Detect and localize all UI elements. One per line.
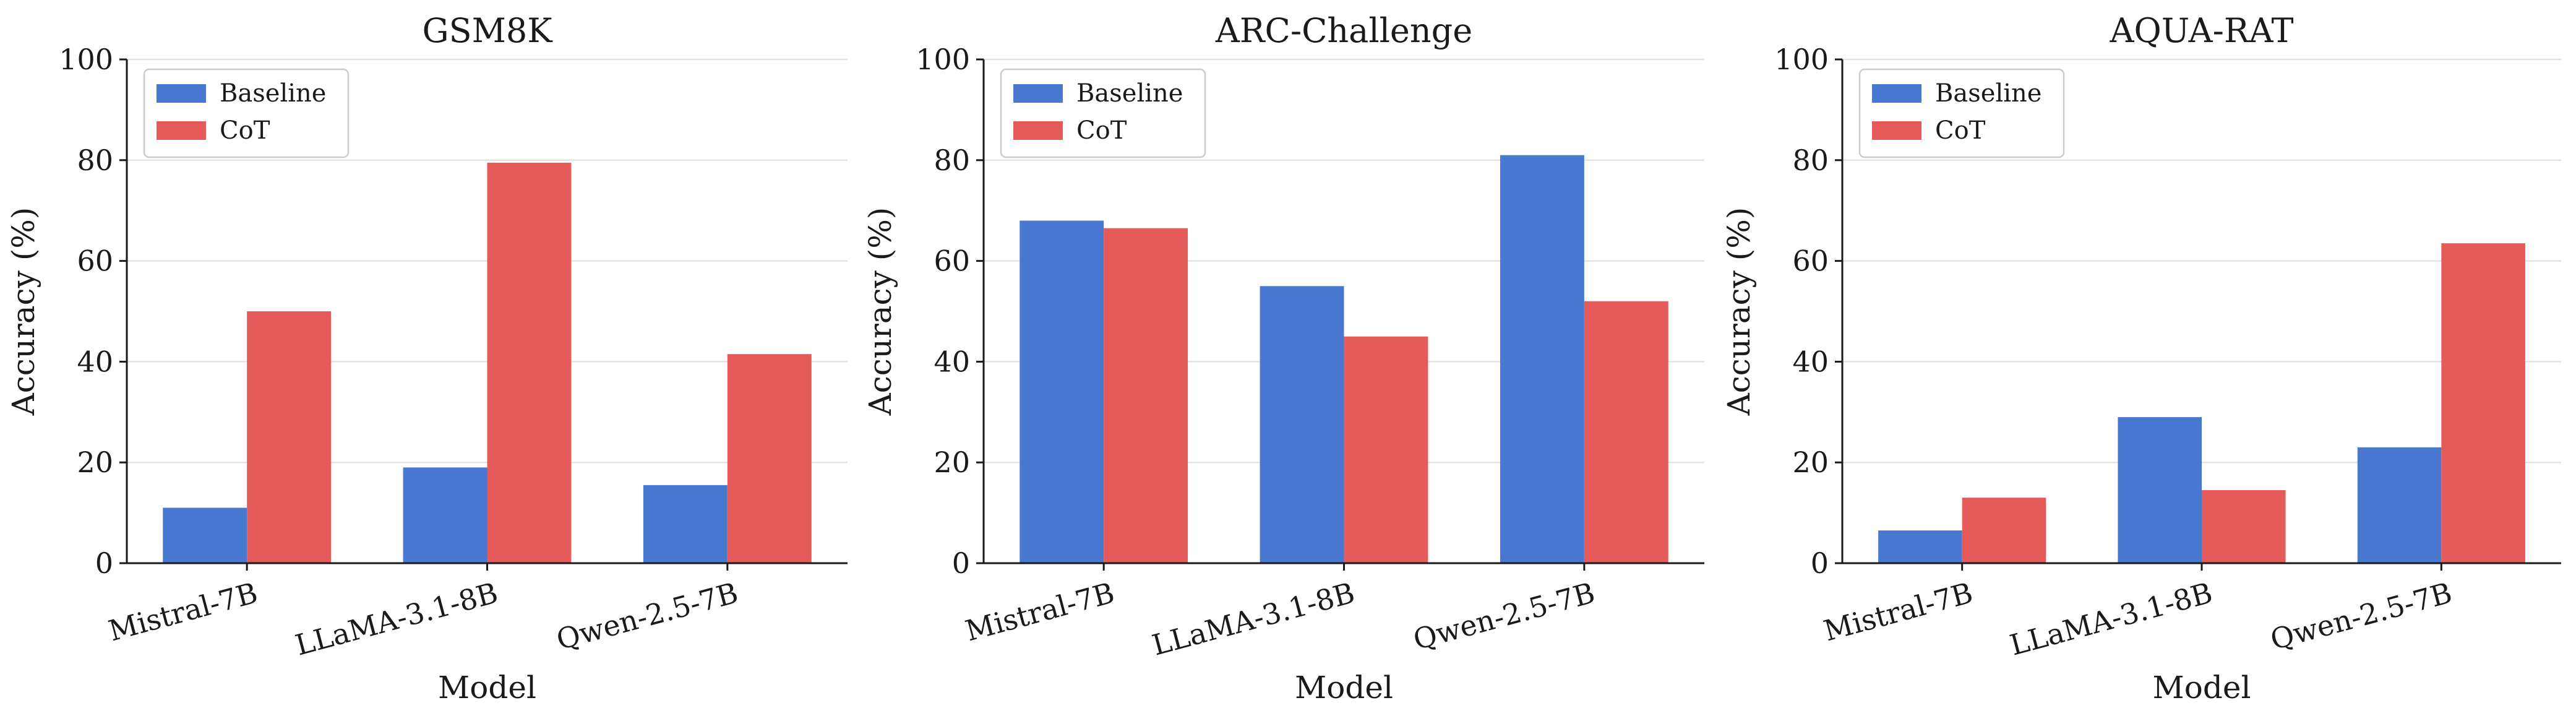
x-tick-label: Mistral-7B — [962, 576, 1118, 647]
chart-panel-2: 0 20 40 60 80 100 Mistral-7B LLaMA-3.1-8B Qwen-2… — [862, 11, 1704, 706]
x-tick-label: LLaMA-3.1-8B — [292, 576, 502, 662]
y-axis-label: Accuracy (%) — [862, 207, 898, 417]
y-tick-label: 80 — [934, 144, 970, 177]
legend-label-cot: CoT — [1935, 116, 1986, 145]
legend-label-cot: CoT — [220, 116, 270, 145]
bar-cot-qwen-2-5-7b — [2441, 243, 2525, 563]
y-tick-label: 100 — [1774, 43, 1829, 76]
y-tick-label: 80 — [1792, 144, 1829, 177]
y-tick-label: 0 — [95, 546, 113, 580]
x-tick-label: Qwen-2.5-7B — [1410, 576, 1599, 656]
chart-title: ARC-Challenge — [1215, 11, 1472, 50]
x-tick-label: Mistral-7B — [105, 576, 261, 647]
x-axis-label: Model — [438, 670, 536, 706]
x-tick-label: LLaMA-3.1-8B — [1149, 576, 1359, 662]
bar-cot-llama-3-1-8b — [1344, 336, 1428, 563]
legend: Baseline CoT — [1000, 68, 1206, 158]
legend: Baseline CoT — [1858, 68, 2065, 158]
y-tick-label: 40 — [77, 345, 113, 378]
bar-cot-llama-3-1-8b — [487, 162, 572, 563]
y-tick-label: 40 — [1792, 345, 1829, 378]
legend-label-baseline: Baseline — [1076, 79, 1183, 108]
y-tick-label: 60 — [934, 244, 970, 278]
y-tick-label: 0 — [1811, 546, 1829, 580]
bar-baseline-mistral-7b — [1020, 220, 1104, 564]
legend-label-baseline: Baseline — [220, 79, 326, 108]
y-tick-label: 0 — [952, 546, 970, 580]
bar-baseline-qwen-2-5-7b — [1500, 155, 1584, 563]
chart-title: GSM8K — [422, 11, 553, 50]
legend-swatch-cot — [157, 121, 206, 140]
y-tick-label: 60 — [77, 244, 113, 278]
y-tick-label: 20 — [1792, 446, 1829, 479]
bar-cot-mistral-7b — [1104, 228, 1188, 563]
legend-label-baseline: Baseline — [1935, 79, 2041, 108]
chart-panel-3: 0 20 40 60 80 100 Mistral-7B LLaMA-3.1-8B Qwen-2… — [1721, 11, 2561, 706]
bar-baseline-mistral-7b — [1878, 530, 1962, 563]
bar-cot-mistral-7b — [247, 311, 332, 563]
bar-cot-qwen-2-5-7b — [727, 354, 812, 563]
y-axis-label: Accuracy (%) — [6, 207, 41, 417]
legend-swatch-baseline — [1872, 84, 1921, 103]
y-tick-label: 40 — [934, 345, 970, 378]
legend-swatch-baseline — [157, 84, 206, 103]
y-axis-label: Accuracy (%) — [1721, 207, 1757, 417]
legend: Baseline CoT — [143, 68, 350, 158]
legend-swatch-cot — [1013, 121, 1063, 140]
bar-baseline-llama-3-1-8b — [2118, 417, 2202, 563]
chart-title: AQUA-RAT — [2109, 11, 2293, 50]
bar-baseline-llama-3-1-8b — [403, 467, 487, 563]
bar-cot-llama-3-1-8b — [2202, 490, 2286, 563]
x-tick-label: Mistral-7B — [1820, 576, 1976, 647]
y-tick-label: 100 — [916, 43, 970, 76]
chart-panel-1: 0 20 40 60 80 100 Mistral-7B LLaMA-3.1-8B Qwen-2… — [6, 11, 848, 706]
x-tick-label: Qwen-2.5-7B — [2267, 576, 2455, 656]
bar-baseline-llama-3-1-8b — [1260, 286, 1344, 563]
legend-swatch-cot — [1872, 121, 1921, 140]
bar-cot-mistral-7b — [1962, 498, 2046, 563]
legend-label-cot: CoT — [1076, 116, 1127, 145]
x-axis-label: Model — [1295, 670, 1393, 706]
bar-baseline-qwen-2-5-7b — [2357, 447, 2442, 563]
x-axis-label: Model — [2153, 670, 2251, 706]
x-tick-label: LLaMA-3.1-8B — [2006, 576, 2216, 662]
y-tick-label: 100 — [59, 43, 113, 76]
y-tick-label: 60 — [1792, 244, 1829, 278]
y-tick-label: 20 — [77, 446, 113, 479]
bar-cot-qwen-2-5-7b — [1584, 301, 1668, 563]
y-tick-label: 20 — [934, 446, 970, 479]
x-tick-label: Qwen-2.5-7B — [553, 576, 742, 656]
legend-swatch-baseline — [1013, 84, 1063, 103]
bar-baseline-mistral-7b — [163, 507, 247, 563]
y-tick-label: 80 — [77, 144, 113, 177]
bar-baseline-qwen-2-5-7b — [643, 485, 728, 563]
